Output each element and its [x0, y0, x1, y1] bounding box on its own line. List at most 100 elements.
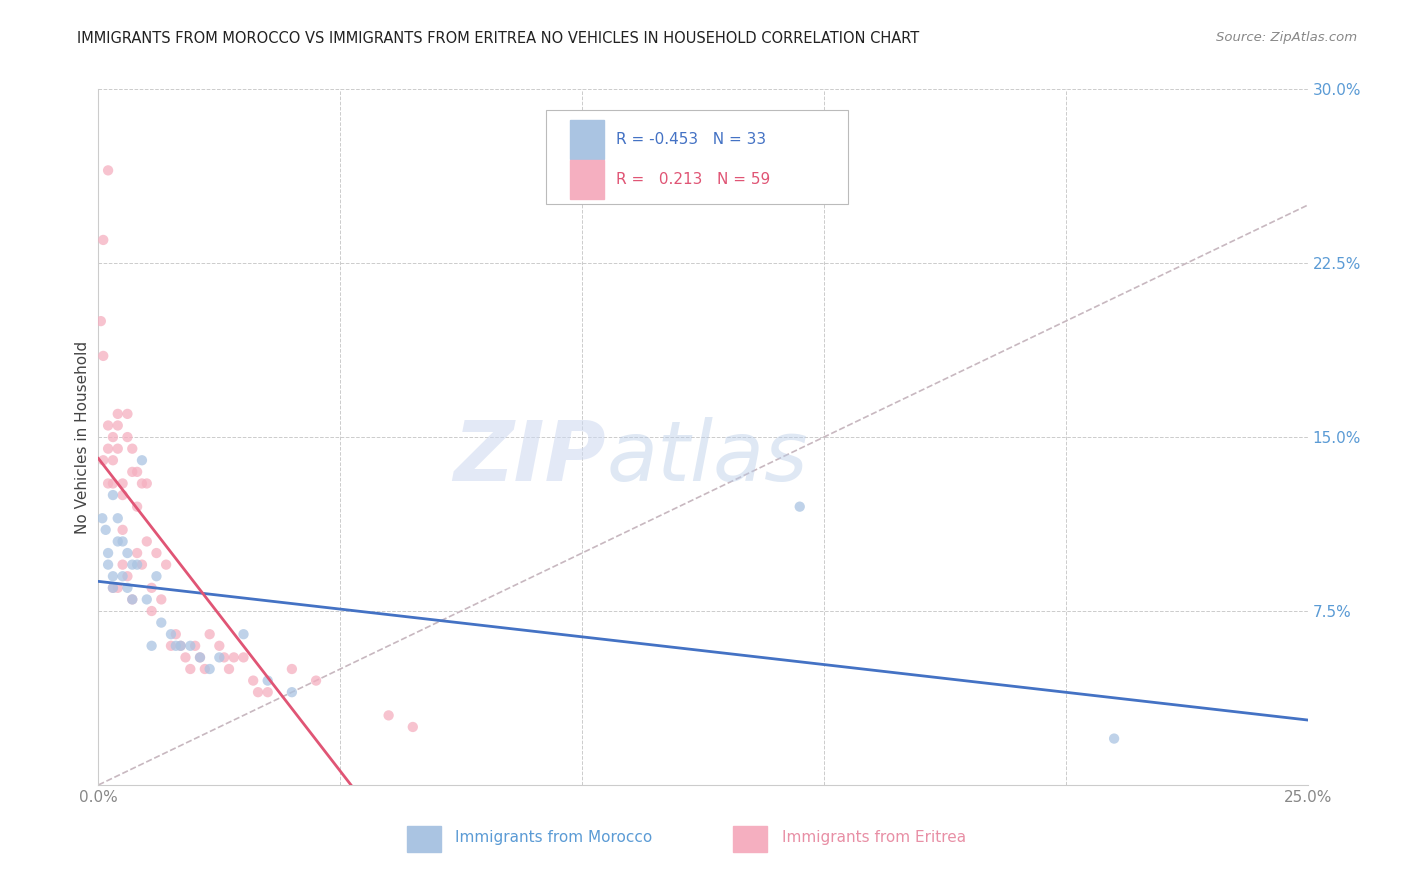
- Point: [111, 476, 134, 491]
- Point: [97, 442, 120, 456]
- Y-axis label: No Vehicles in Household: No Vehicles in Household: [75, 341, 90, 533]
- Text: Immigrants from Eritrea: Immigrants from Eritrea: [782, 830, 966, 845]
- Point: [174, 650, 197, 665]
- Point: [789, 500, 811, 514]
- Point: [160, 639, 183, 653]
- Point: [91, 511, 114, 525]
- Point: [127, 558, 149, 572]
- Point: [121, 465, 143, 479]
- Point: [188, 650, 211, 665]
- Point: [97, 546, 120, 560]
- Point: [208, 650, 231, 665]
- Point: [222, 650, 245, 665]
- Point: [194, 662, 217, 676]
- Point: [111, 523, 134, 537]
- Point: [212, 650, 235, 665]
- Point: [107, 534, 129, 549]
- Point: [111, 569, 134, 583]
- Point: [160, 627, 183, 641]
- Bar: [406, 826, 440, 853]
- Point: [107, 581, 129, 595]
- Point: [247, 685, 270, 699]
- Point: [94, 523, 117, 537]
- Point: [90, 314, 112, 328]
- Text: Source: ZipAtlas.com: Source: ZipAtlas.com: [1216, 31, 1357, 45]
- Bar: [569, 120, 603, 159]
- Point: [121, 558, 143, 572]
- Point: [188, 650, 211, 665]
- Point: [169, 639, 191, 653]
- Point: [101, 430, 124, 444]
- Bar: [734, 826, 768, 853]
- Point: [232, 650, 254, 665]
- Point: [169, 639, 191, 653]
- Point: [91, 349, 114, 363]
- Point: [127, 465, 149, 479]
- Text: atlas: atlas: [606, 417, 808, 499]
- Point: [281, 662, 304, 676]
- Point: [256, 685, 278, 699]
- Point: [101, 581, 124, 595]
- Point: [117, 407, 139, 421]
- Point: [135, 476, 157, 491]
- Point: [131, 476, 153, 491]
- Point: [150, 592, 173, 607]
- Point: [198, 627, 221, 641]
- Text: Immigrants from Morocco: Immigrants from Morocco: [456, 830, 652, 845]
- Text: R = -0.453   N = 33: R = -0.453 N = 33: [616, 132, 766, 147]
- Point: [1102, 731, 1125, 746]
- Point: [107, 407, 129, 421]
- Point: [208, 639, 231, 653]
- Point: [97, 558, 120, 572]
- Point: [101, 476, 124, 491]
- Point: [179, 662, 201, 676]
- Point: [305, 673, 328, 688]
- Point: [107, 442, 129, 456]
- Point: [256, 673, 278, 688]
- Point: [150, 615, 173, 630]
- Point: [107, 511, 129, 525]
- FancyBboxPatch shape: [546, 110, 848, 204]
- Point: [107, 418, 129, 433]
- Point: [117, 581, 139, 595]
- Point: [101, 569, 124, 583]
- Point: [377, 708, 399, 723]
- Point: [91, 233, 114, 247]
- Point: [117, 546, 139, 560]
- Point: [179, 639, 201, 653]
- Point: [218, 662, 240, 676]
- Point: [101, 581, 124, 595]
- Point: [101, 453, 124, 467]
- Point: [141, 604, 163, 618]
- Point: [145, 546, 167, 560]
- Point: [97, 163, 120, 178]
- Point: [117, 569, 139, 583]
- Point: [281, 685, 304, 699]
- Point: [91, 453, 114, 467]
- Point: [402, 720, 425, 734]
- Point: [135, 592, 157, 607]
- Point: [131, 558, 153, 572]
- Point: [101, 488, 124, 502]
- Point: [127, 546, 149, 560]
- Point: [135, 534, 157, 549]
- Point: [141, 581, 163, 595]
- Point: [184, 639, 207, 653]
- Point: [111, 488, 134, 502]
- Point: [121, 442, 143, 456]
- Point: [141, 639, 163, 653]
- Point: [155, 558, 177, 572]
- Point: [111, 558, 134, 572]
- Text: R =   0.213   N = 59: R = 0.213 N = 59: [616, 172, 770, 187]
- Point: [121, 592, 143, 607]
- Point: [165, 627, 187, 641]
- Point: [198, 662, 221, 676]
- Text: ZIP: ZIP: [454, 417, 606, 499]
- Point: [97, 476, 120, 491]
- Point: [165, 639, 187, 653]
- Point: [131, 453, 153, 467]
- Point: [127, 500, 149, 514]
- Point: [117, 430, 139, 444]
- Point: [97, 418, 120, 433]
- Point: [121, 592, 143, 607]
